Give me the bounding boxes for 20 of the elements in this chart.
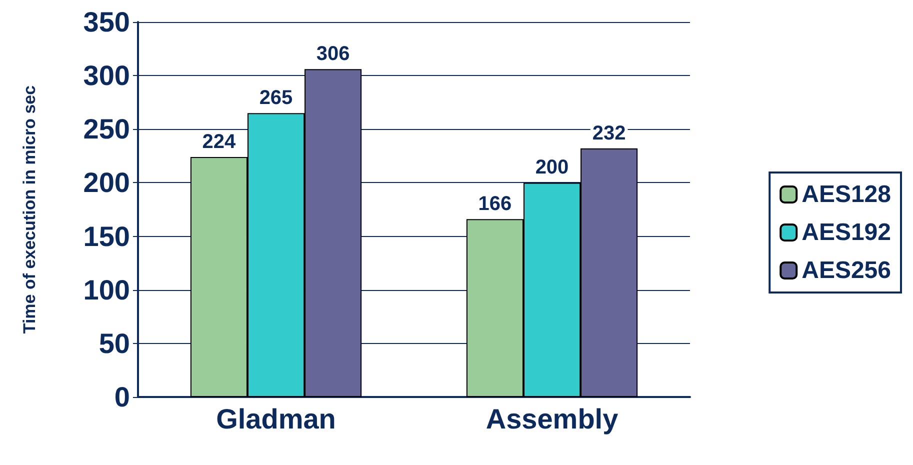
data-label: 306	[316, 43, 350, 66]
data-label: 224	[202, 131, 237, 153]
legend-label: AES256	[802, 257, 891, 284]
y-tick-label: 100	[83, 274, 130, 306]
x-tick-label: Assembly	[486, 404, 619, 434]
y-tick-label: 150	[83, 220, 130, 252]
legend-label: AES128	[802, 181, 891, 208]
x-tick-label: Gladman	[216, 404, 336, 434]
y-tick-label: 250	[83, 114, 130, 145]
y-tick-label: 0	[114, 382, 130, 412]
data-label: 232	[592, 122, 626, 144]
y-tick-label: 200	[83, 167, 130, 198]
data-label: 265	[259, 87, 293, 110]
y-tick-label: 50	[98, 328, 130, 359]
y-tick-label: 350	[83, 6, 130, 38]
y-tick-label: 300	[83, 60, 130, 92]
data-label: 200	[535, 156, 569, 179]
legend-label: AES192	[802, 219, 891, 246]
y-axis-title: Time of execution in micro sec	[20, 85, 39, 334]
data-label: 166	[478, 193, 512, 216]
